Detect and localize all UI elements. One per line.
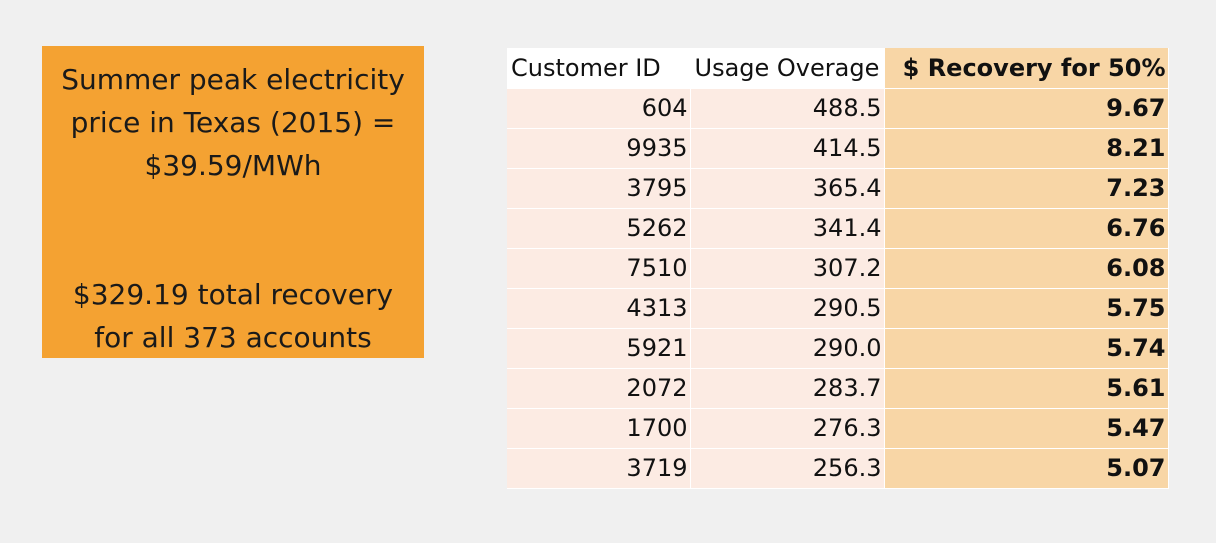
summary-line-5: for all 373 accounts xyxy=(94,321,372,354)
cell-recovery: 6.08 xyxy=(884,248,1169,289)
summary-line-4: $329.19 total recovery xyxy=(72,278,394,311)
cell-recovery: 5.61 xyxy=(884,368,1169,409)
cell-customer-id: 4313 xyxy=(507,288,691,329)
table-row: 5262 341.4 6.76 xyxy=(507,208,1169,249)
cell-usage-overage: 276.3 xyxy=(690,408,885,449)
cell-usage-overage: 256.3 xyxy=(690,448,885,489)
cell-usage-overage: 290.0 xyxy=(690,328,885,369)
cell-recovery: 7.23 xyxy=(884,168,1169,209)
cell-recovery: 5.74 xyxy=(884,328,1169,369)
cell-customer-id: 3719 xyxy=(507,448,691,489)
header-recovery: $ Recovery for 50% xyxy=(884,48,1169,89)
summary-line-3: $39.59/MWh xyxy=(144,149,322,182)
table-row: 2072 283.7 5.61 xyxy=(507,368,1169,409)
table-row: 9935 414.5 8.21 xyxy=(507,128,1169,169)
table-row: 7510 307.2 6.08 xyxy=(507,248,1169,289)
cell-usage-overage: 283.7 xyxy=(690,368,885,409)
cell-recovery: 8.21 xyxy=(884,128,1169,169)
cell-customer-id: 604 xyxy=(507,88,691,129)
table-header-row: Customer ID Usage Overage $ Recovery for… xyxy=(507,48,1169,89)
header-customer-id: Customer ID xyxy=(507,48,691,89)
summary-line-2: price in Texas (2015) = xyxy=(70,106,396,139)
cell-customer-id: 5921 xyxy=(507,328,691,369)
table-row: 3719 256.3 5.07 xyxy=(507,448,1169,489)
cell-usage-overage: 488.5 xyxy=(690,88,885,129)
table-row: 5921 290.0 5.74 xyxy=(507,328,1169,369)
cell-usage-overage: 414.5 xyxy=(690,128,885,169)
cell-usage-overage: 307.2 xyxy=(690,248,885,289)
summary-line-1: Summer peak electricity xyxy=(61,63,405,96)
cell-recovery: 5.07 xyxy=(884,448,1169,489)
table-row: 3795 365.4 7.23 xyxy=(507,168,1169,209)
cell-usage-overage: 341.4 xyxy=(690,208,885,249)
cell-recovery: 9.67 xyxy=(884,88,1169,129)
table-row: 1700 276.3 5.47 xyxy=(507,408,1169,449)
recovery-table: Customer ID Usage Overage $ Recovery for… xyxy=(507,48,1169,489)
table-row: 604 488.5 9.67 xyxy=(507,88,1169,129)
cell-recovery: 5.47 xyxy=(884,408,1169,449)
table-row: 4313 290.5 5.75 xyxy=(507,288,1169,329)
summary-spacer xyxy=(42,187,424,273)
cell-customer-id: 2072 xyxy=(507,368,691,409)
cell-usage-overage: 290.5 xyxy=(690,288,885,329)
header-usage-overage: Usage Overage xyxy=(690,48,885,89)
cell-customer-id: 5262 xyxy=(507,208,691,249)
cell-usage-overage: 365.4 xyxy=(690,168,885,209)
cell-customer-id: 1700 xyxy=(507,408,691,449)
recovery-table-container: Customer ID Usage Overage $ Recovery for… xyxy=(507,48,1169,489)
cell-recovery: 5.75 xyxy=(884,288,1169,329)
cell-recovery: 6.76 xyxy=(884,208,1169,249)
table-body: 604 488.5 9.67 9935 414.5 8.21 3795 365.… xyxy=(507,88,1169,489)
cell-customer-id: 9935 xyxy=(507,128,691,169)
summary-box: Summer peak electricity price in Texas (… xyxy=(42,46,424,358)
cell-customer-id: 7510 xyxy=(507,248,691,289)
cell-customer-id: 3795 xyxy=(507,168,691,209)
